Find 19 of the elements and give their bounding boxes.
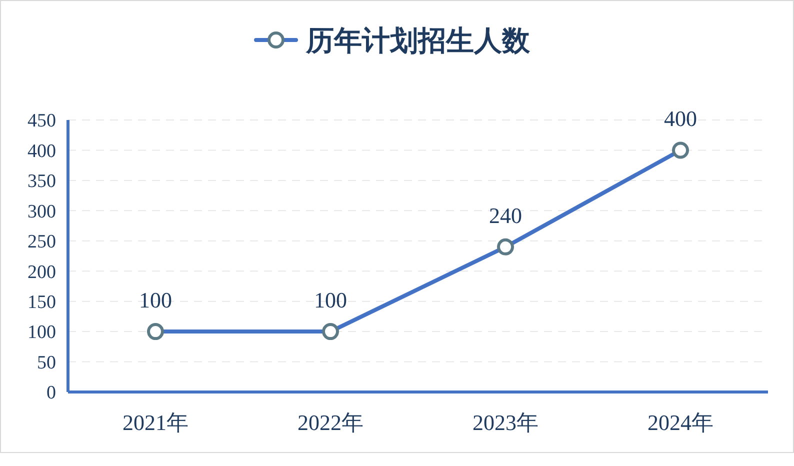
y-tick-label: 400 (28, 140, 56, 162)
x-tick-label: 2023年 (472, 410, 538, 435)
y-tick-label: 200 (28, 262, 56, 283)
data-label: 100 (139, 288, 172, 313)
x-tick-label: 2024年 (648, 410, 714, 435)
data-label: 240 (489, 202, 522, 228)
y-tick-label: 300 (28, 201, 56, 222)
y-tick-label: 100 (28, 322, 56, 344)
y-tick-label: 50 (37, 352, 56, 374)
y-tick-label: 150 (28, 292, 56, 313)
x-tick-label: 2022年 (298, 410, 364, 435)
y-tick-label: 350 (28, 171, 56, 192)
data-label: 400 (664, 106, 697, 132)
data-label: 100 (314, 288, 347, 313)
legend-label: 历年计划招生人数 (305, 26, 531, 57)
y-tick-label: 0 (46, 382, 56, 404)
y-tick-label: 450 (28, 110, 56, 132)
x-tick-label: 2021年 (122, 410, 188, 435)
y-tick-label: 250 (28, 232, 56, 253)
